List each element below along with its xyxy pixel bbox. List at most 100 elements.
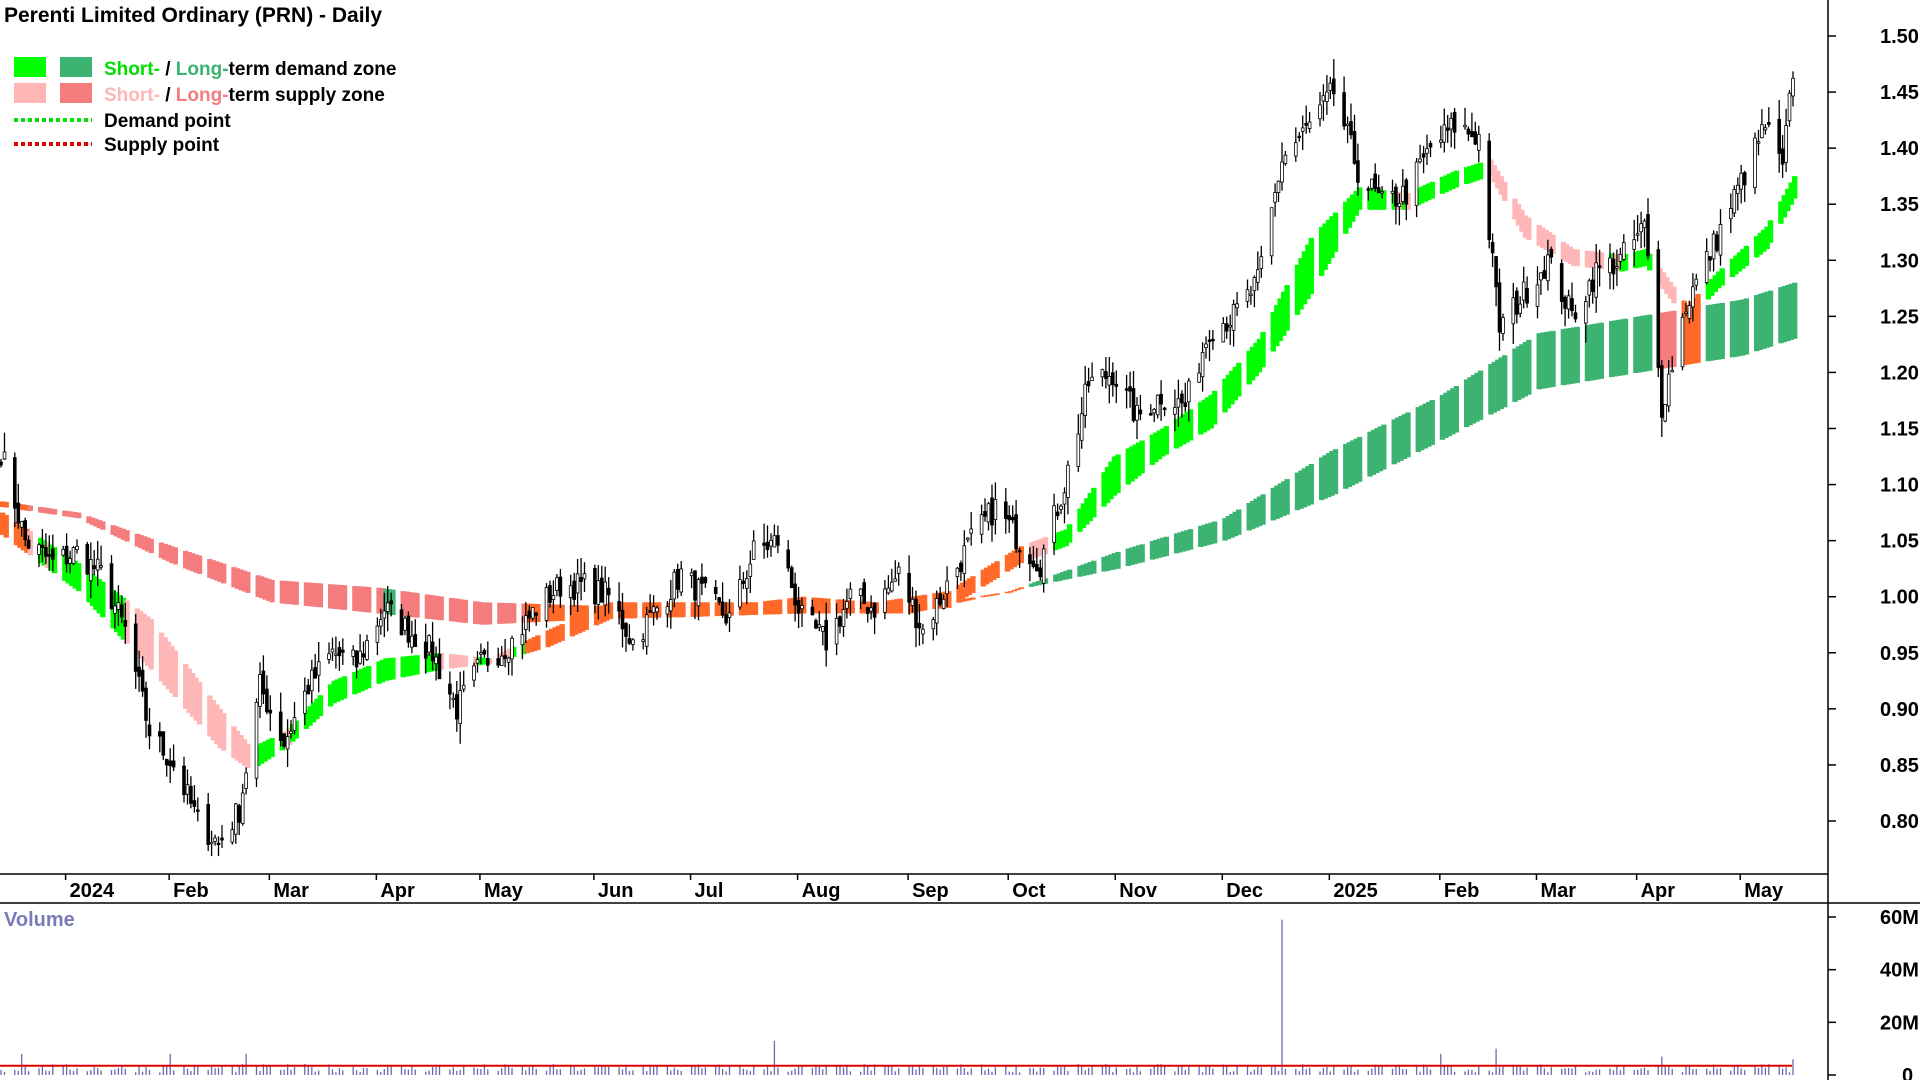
legend-short-supply-swatch [14,83,46,103]
long-term-zone-slice [1785,285,1791,342]
candle-body [244,772,248,789]
date-tick-label: Nov [1119,880,1158,902]
short-term-zone-slice [994,561,1000,578]
short-term-zone-slice [749,602,755,614]
long-term-zone-slice [1716,303,1722,360]
long-term-zone-slice [1539,332,1546,389]
long-term-zone-slice [1743,298,1750,355]
candle-body [669,599,673,612]
short-term-zone-slice [158,632,165,682]
candle-body [648,610,652,613]
long-term-zone-slice [183,550,189,569]
candle-body [403,617,407,631]
candle-body [496,658,500,666]
short-term-zone-slice [549,628,555,646]
short-term-zone-slice [1350,194,1356,222]
candle-body [406,615,411,643]
candle-body [19,521,24,528]
long-term-zone-slice [1139,544,1145,563]
candle-body [858,588,863,596]
short-term-zone-slice [991,563,997,581]
long-term-zone-slice [1474,372,1480,422]
short-term-zone-slice [1733,255,1739,275]
short-term-zone-slice [1712,275,1718,292]
long-term-zone-slice [293,581,299,605]
short-term-zone-slice [431,653,437,671]
candle-body [437,653,442,680]
candle-body [1732,189,1737,214]
short-term-zone-slice [887,600,893,613]
short-term-zone-slice [65,556,71,584]
long-term-zone-slice [1443,392,1449,438]
long-term-zone-slice [1115,551,1121,569]
long-term-zone-slice [214,561,220,581]
short-term-zone-slice [1301,251,1308,305]
candle-body [427,635,431,653]
candle-body [572,580,576,600]
short-term-zone-slice [338,677,344,701]
legend-short-demand-swatch [14,57,46,77]
short-term-zone-slice [1560,241,1567,260]
short-term-zone-slice [362,667,368,690]
short-term-zone-slice [555,625,562,643]
candle-body [144,687,148,721]
short-term-zone-slice [818,598,824,610]
candle-body [776,535,780,546]
candle-body [1007,515,1011,521]
long-term-zone-slice [1767,290,1774,347]
short-term-zone-slice [1205,397,1211,431]
candle-body [1066,464,1070,498]
long-term-zone-slice [1419,405,1425,451]
candle-body [123,620,128,627]
volume-tick-label: 40M [1880,960,1919,982]
short-term-zone-slice [1767,220,1774,243]
date-tick-label: Feb [173,880,209,902]
candle-body [92,565,97,570]
short-term-zone-slice [1615,254,1622,272]
long-term-zone-slice [1695,306,1701,363]
short-term-zone-slice [1256,338,1263,373]
candle-body [1711,233,1716,260]
volume-tick-label: 0 [1902,1065,1913,1080]
short-term-zone-slice [265,739,272,760]
long-term-zone-slice [1574,326,1580,383]
candle-body [1104,371,1108,379]
candle-body [1356,160,1360,183]
candle-body [1224,323,1229,332]
short-term-zone-slice [980,569,986,587]
candle-body [1269,207,1274,257]
short-term-zone-slice [479,657,486,665]
long-term-zone-slice [814,607,821,614]
short-term-zone-slice [1450,172,1456,189]
long-term-zone-slice [794,607,800,614]
short-term-zone-slice [1536,225,1542,246]
short-term-zone-slice [310,702,317,723]
long-term-zone-slice [1356,436,1363,482]
short-term-zone-slice [531,637,538,652]
short-term-zone-slice [607,602,614,620]
date-tick-label: Dec [1226,880,1263,902]
candle-body [1114,383,1119,387]
short-term-zone-slice [383,658,389,681]
long-term-zone-slice [1028,583,1035,587]
long-term-zone-slice [328,584,334,609]
short-term-zone-slice [1422,185,1428,202]
date-axis: 2024 Feb Mar Apr May Jun Jul Aug Sep Oct Nov Dec 202… [64,874,1784,902]
legend-supply-rest: term supply zone [229,85,385,106]
short-term-zone-slice [524,640,531,654]
short-term-zone-slice [172,650,178,697]
candle-body [693,570,697,601]
long-term-zone-slice [1104,555,1111,571]
long-term-zone-slice [1205,523,1211,546]
candle-body [1777,118,1782,154]
long-term-zone-slice [259,576,265,599]
candle-body [534,612,538,616]
short-term-zone-slice [1764,226,1770,249]
long-term-zone-slice [1792,282,1798,339]
candle-body [1159,393,1163,405]
candle-body [385,602,390,612]
long-term-zone-slice [1305,466,1311,506]
long-term-zone-slice [1647,314,1653,371]
candle-body [1760,124,1764,139]
long-term-zone-slice [801,607,807,614]
